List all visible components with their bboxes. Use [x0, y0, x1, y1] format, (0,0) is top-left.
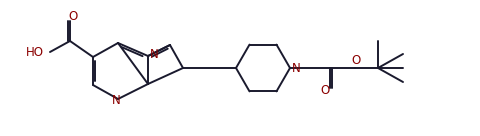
- Text: O: O: [320, 84, 330, 98]
- Text: HO: HO: [26, 46, 44, 58]
- Text: N: N: [112, 94, 120, 106]
- Text: O: O: [68, 10, 78, 24]
- Text: N: N: [292, 61, 300, 75]
- Text: O: O: [351, 53, 360, 67]
- Text: N: N: [150, 47, 158, 61]
